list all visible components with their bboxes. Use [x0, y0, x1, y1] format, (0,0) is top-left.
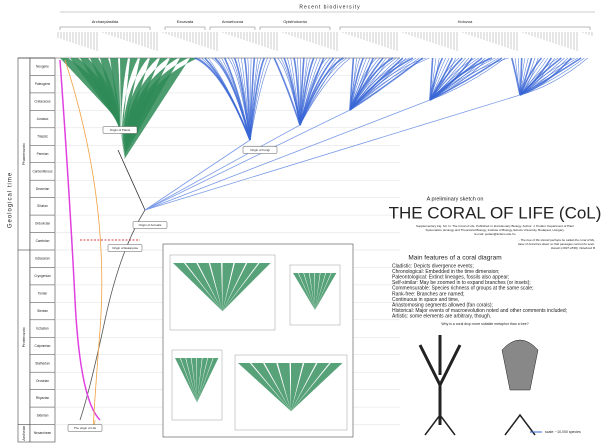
node-label: Origin of Fungi: [250, 148, 270, 152]
period-label: Cryogenian: [34, 274, 51, 278]
node-label: Origin of Eukaryota: [112, 246, 138, 250]
period-label: Cretaceous: [34, 99, 51, 103]
page: Recent biodiversity Geological time Neog…: [0, 0, 602, 445]
period-label: Neoarchean: [34, 431, 52, 435]
period-label: Tonian: [38, 291, 48, 295]
group-label: Opisthokonta: [283, 19, 307, 24]
group-label: Excavata: [177, 19, 194, 24]
group-label: Holozoa: [458, 19, 473, 24]
period-label: Devonian: [36, 187, 50, 191]
coral-diagram: Recent biodiversity Geological time Neog…: [0, 0, 602, 445]
period-label: Carboniferous: [32, 169, 52, 173]
period-label: Calymmian: [35, 344, 51, 348]
eon-label: Archean: [21, 426, 26, 441]
period-label: Cambrian: [36, 239, 50, 243]
period-label: Ectasian: [36, 326, 48, 330]
time-axis-label: Geological time: [8, 172, 14, 228]
period-label: Ordovician: [35, 222, 50, 226]
node-label: Origin of Animals: [139, 223, 162, 227]
eon-label: Phanerozoic: [21, 143, 26, 165]
eon-label: Proterozoic: [21, 327, 26, 347]
header-title: Recent biodiversity: [299, 4, 360, 10]
kicker: A preliminary sketch on: [427, 196, 484, 202]
period-label: Jurassic: [37, 117, 49, 121]
period-label: Triassic: [37, 134, 48, 138]
main-title: THE CORAL OF LIFE (CoL): [389, 203, 602, 222]
period-label: Neogene: [36, 65, 49, 69]
inset-panel: [163, 244, 353, 437]
scale-note: scale: ~10,000 species: [545, 430, 581, 434]
period-label: Ediacaran: [35, 257, 50, 261]
period-label: Stenian: [37, 309, 48, 313]
credit-line: E-mail: podani@ludens.elte.hu: [475, 232, 516, 236]
figure-caption: Why is a coral drop more suitable metaph…: [441, 322, 528, 326]
node-label: Origin of Plants: [110, 128, 131, 132]
feature-item: Artistic: some elements are arbitrary, t…: [392, 314, 491, 320]
period-label: Paleogene: [35, 82, 50, 86]
period-label: Silurian: [37, 204, 48, 208]
period-label: Siderian: [37, 414, 49, 418]
features-title: Main features of a coral diagram: [408, 255, 501, 262]
node-label: The origin of Life: [74, 426, 97, 430]
period-label: Statherian: [35, 361, 50, 365]
period-label: Orosirian: [36, 379, 49, 383]
period-label: Permian: [37, 152, 49, 156]
quote-line: Darwin (1837-1838), Notebook B: [551, 246, 595, 250]
group-label: Amoebozoa: [222, 19, 244, 24]
group-label: Archaeplastida: [92, 19, 119, 24]
period-label: Rhyacian: [36, 396, 50, 400]
